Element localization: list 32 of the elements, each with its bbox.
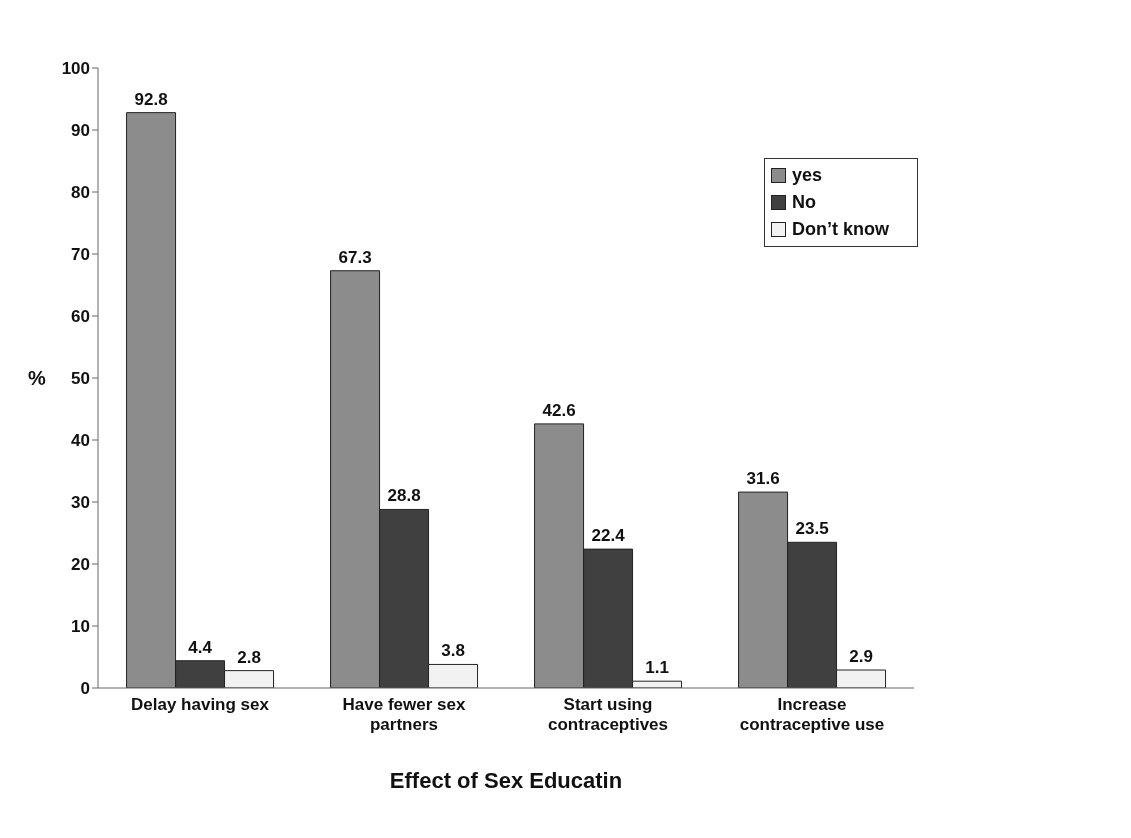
y-tick-label: 60 (71, 307, 90, 327)
data-label: 1.1 (645, 658, 669, 678)
y-tick-label: 30 (71, 493, 90, 513)
y-tick-label: 0 (80, 679, 90, 699)
y-tick-label: 80 (71, 183, 90, 203)
data-label: 22.4 (591, 526, 626, 546)
y-tick-label: 40 (71, 431, 90, 451)
x-tick-label: Start using contraceptives (548, 695, 668, 734)
data-label: 28.8 (387, 486, 421, 506)
y-tick-label: 50 (71, 369, 90, 389)
data-label: 4.4 (188, 637, 213, 657)
y-tick-label: 10 (71, 617, 90, 637)
x-tick-label: Have fewer sex partners (342, 695, 466, 734)
y-tick-label: 70 (71, 245, 90, 265)
data-label: 42.6 (542, 400, 576, 420)
data-label: 92.8 (134, 89, 168, 109)
data-label: 23.5 (795, 519, 829, 539)
y-tick-label: 20 (71, 555, 90, 575)
x-tick-label: Increase contraceptive use (739, 695, 885, 734)
data-label: 2.9 (849, 647, 873, 667)
legend-label: Don’t know (792, 219, 889, 240)
y-axis-title: % (28, 367, 46, 390)
data-label: 31.6 (746, 469, 780, 489)
data-label: 67.3 (338, 247, 372, 267)
y-tick-label: 90 (71, 121, 90, 141)
data-label: 3.8 (441, 641, 465, 661)
y-tick-label: 100 (61, 59, 90, 79)
legend-label: No (792, 192, 816, 213)
x-axis-title: Effect of Sex Educatin (389, 768, 623, 793)
x-tick-label: Delay having sex (131, 695, 270, 714)
legend-label: yes (792, 165, 823, 186)
data-label: 2.8 (237, 647, 261, 667)
